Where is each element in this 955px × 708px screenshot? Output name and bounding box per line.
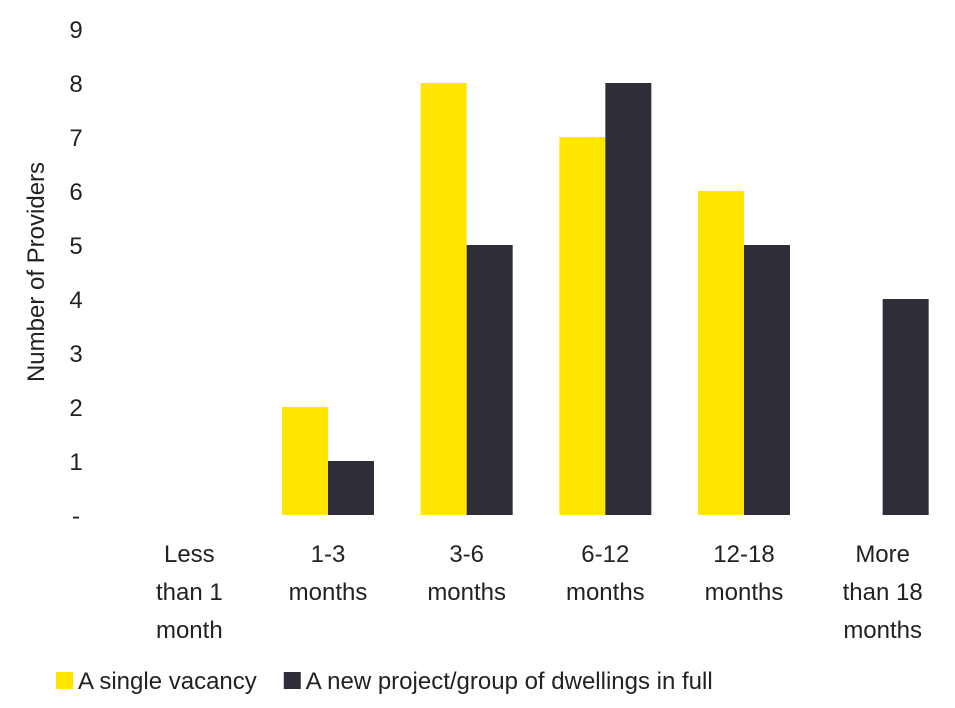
legend-label: A single vacancy bbox=[78, 668, 257, 695]
bar-a-new-project-group-of-dwellings-in-full bbox=[466, 245, 513, 515]
legend: A single vacancy A new project/group of d… bbox=[56, 668, 713, 695]
x-tick-label-line: 1-3 bbox=[311, 541, 346, 568]
x-tick-label-line: than 18 bbox=[843, 579, 923, 606]
x-tick-label-line: months bbox=[705, 579, 784, 606]
legend-swatch bbox=[283, 672, 301, 689]
x-tick-label-line: 3-6 bbox=[449, 541, 484, 568]
x-axis-ticks: Less than 1 month 1-3 months 3-6 months 6-12 mon… bbox=[156, 541, 923, 644]
y-tick-label: 1 bbox=[69, 449, 82, 476]
y-tick-label: - bbox=[72, 503, 80, 530]
x-tick-label: 3-6 months bbox=[427, 541, 506, 606]
bar-a-single-vacancy bbox=[698, 191, 744, 515]
bar-a-new-project-group-of-dwellings-in-full bbox=[328, 461, 374, 515]
x-tick-label-line: months bbox=[843, 617, 922, 644]
bar-a-new-project-group-of-dwellings-in-full bbox=[744, 245, 790, 515]
x-tick-label: Less than 1 month bbox=[156, 541, 223, 644]
y-axis-ticks: - 1 2 3 4 5 6 7 8 9 bbox=[69, 17, 82, 530]
x-tick-label-line: 6-12 bbox=[581, 541, 629, 568]
legend-item: A single vacancy bbox=[56, 668, 257, 695]
x-tick-label-line: months bbox=[289, 579, 368, 606]
legend-swatch bbox=[56, 672, 73, 689]
x-tick-label-line: months bbox=[427, 579, 506, 606]
bar-a-single-vacancy bbox=[282, 407, 328, 515]
x-tick-label: 6-12 months bbox=[566, 541, 645, 606]
x-tick-label: More than 18 months bbox=[843, 541, 923, 644]
y-tick-label: 3 bbox=[69, 341, 82, 368]
x-tick-label: 1-3 months bbox=[289, 541, 368, 606]
y-axis-label: Number of Providers bbox=[23, 162, 50, 382]
x-tick-label-line: than 1 bbox=[156, 579, 223, 606]
y-axis-label-group: Number of Providers bbox=[23, 162, 50, 382]
y-tick-label: 8 bbox=[69, 71, 82, 98]
x-tick-label-line: More bbox=[855, 541, 910, 568]
y-tick-label: 2 bbox=[69, 395, 82, 422]
bar-a-single-vacancy bbox=[420, 83, 467, 515]
x-tick-label: 12-18 months bbox=[705, 541, 784, 606]
bar-a-new-project-group-of-dwellings-in-full bbox=[882, 299, 929, 515]
x-tick-label-line: Less bbox=[164, 541, 215, 568]
x-tick-label-line: 12-18 bbox=[713, 541, 774, 568]
y-tick-label: 6 bbox=[69, 179, 82, 206]
y-tick-label: 7 bbox=[69, 125, 82, 152]
legend-item: A new project/group of dwellings in full bbox=[283, 668, 713, 695]
bar-a-single-vacancy bbox=[559, 137, 606, 515]
bar-a-new-project-group-of-dwellings-in-full bbox=[605, 83, 652, 515]
y-tick-label: 5 bbox=[69, 233, 82, 260]
legend-label: A new project/group of dwellings in full bbox=[306, 668, 713, 695]
y-tick-label: 9 bbox=[69, 17, 82, 44]
x-tick-label-line: month bbox=[156, 617, 223, 644]
bars bbox=[282, 83, 929, 515]
x-tick-label-line: months bbox=[566, 579, 645, 606]
y-tick-label: 4 bbox=[69, 287, 82, 314]
